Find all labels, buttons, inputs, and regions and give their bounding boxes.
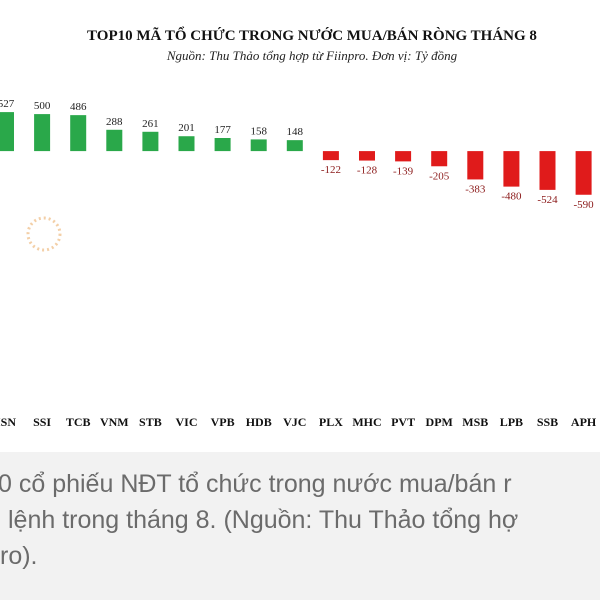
data-label: 500 bbox=[34, 100, 51, 112]
x-tick-label: MSB bbox=[462, 415, 488, 429]
bar bbox=[250, 139, 267, 152]
x-tick-label: VPB bbox=[211, 415, 235, 429]
bar bbox=[395, 151, 412, 162]
watermark bbox=[26, 216, 62, 252]
x-tick-label: HDB bbox=[246, 415, 272, 429]
caption: 0 cổ phiếu NĐT tổ chức trong nước mua/bá… bbox=[0, 452, 600, 600]
chart-title: TOP10 MÃ TỔ CHỨC TRONG NƯỚC MUA/BÁN RÒNG… bbox=[87, 26, 537, 44]
x-tick-label: VIC bbox=[175, 415, 197, 429]
data-label: 486 bbox=[70, 101, 87, 113]
x-tick-label: STB bbox=[139, 415, 162, 429]
x-tick-label: DPM bbox=[426, 415, 453, 429]
x-tick-label: ISN bbox=[0, 415, 16, 429]
x-tick-label: TCB bbox=[66, 415, 91, 429]
bar bbox=[106, 129, 123, 152]
bar bbox=[34, 114, 51, 152]
data-label: -383 bbox=[465, 183, 486, 195]
bar bbox=[575, 151, 592, 195]
data-label: 261 bbox=[142, 118, 159, 130]
bar bbox=[467, 151, 484, 180]
data-label: 158 bbox=[250, 125, 267, 137]
data-label: 201 bbox=[178, 122, 195, 134]
x-tick-label: VJC bbox=[283, 415, 306, 429]
bar bbox=[142, 131, 159, 152]
data-label: -480 bbox=[501, 191, 522, 203]
x-tick-label: LPB bbox=[500, 415, 523, 429]
bar bbox=[503, 151, 520, 187]
x-tick-label: PLX bbox=[319, 415, 343, 429]
x-tick-label: VNM bbox=[100, 415, 129, 429]
data-label: 148 bbox=[287, 126, 304, 138]
x-tick-label: APH bbox=[571, 415, 597, 429]
x-tick-label: PVT bbox=[391, 415, 415, 429]
data-label: -524 bbox=[537, 194, 558, 206]
bar bbox=[214, 138, 231, 152]
chart-subtitle: Nguồn: Thu Thảo tổng hợp từ Fiinpro. Đơn… bbox=[166, 48, 458, 63]
x-tick-label: SSB bbox=[537, 415, 558, 429]
caption-line: ro). bbox=[0, 542, 38, 570]
chart: TOP10 MÃ TỔ CHỨC TRONG NƯỚC MUA/BÁN RÒNG… bbox=[0, 26, 597, 429]
bar bbox=[178, 136, 195, 152]
bar bbox=[431, 151, 448, 167]
bar bbox=[539, 151, 556, 190]
data-label: -139 bbox=[393, 165, 414, 177]
data-label: -128 bbox=[357, 165, 378, 177]
data-label: 177 bbox=[214, 124, 231, 136]
caption-line: 0 cổ phiếu NĐT tổ chức trong nước mua/bá… bbox=[0, 470, 512, 498]
bar bbox=[286, 140, 303, 152]
x-tick-label: MHC bbox=[352, 415, 381, 429]
data-label: -205 bbox=[429, 170, 450, 182]
bar bbox=[0, 112, 14, 152]
data-label: 527 bbox=[0, 98, 15, 110]
bar bbox=[70, 115, 87, 152]
caption-line: lệnh trong tháng 8. (Nguồn: Thu Thảo tổn… bbox=[8, 506, 519, 534]
data-label: 288 bbox=[106, 116, 123, 128]
data-label: -122 bbox=[321, 164, 341, 176]
bar bbox=[322, 151, 339, 161]
x-tick-label: SSI bbox=[33, 415, 51, 429]
bar bbox=[359, 151, 375, 161]
data-label: -590 bbox=[574, 199, 595, 211]
